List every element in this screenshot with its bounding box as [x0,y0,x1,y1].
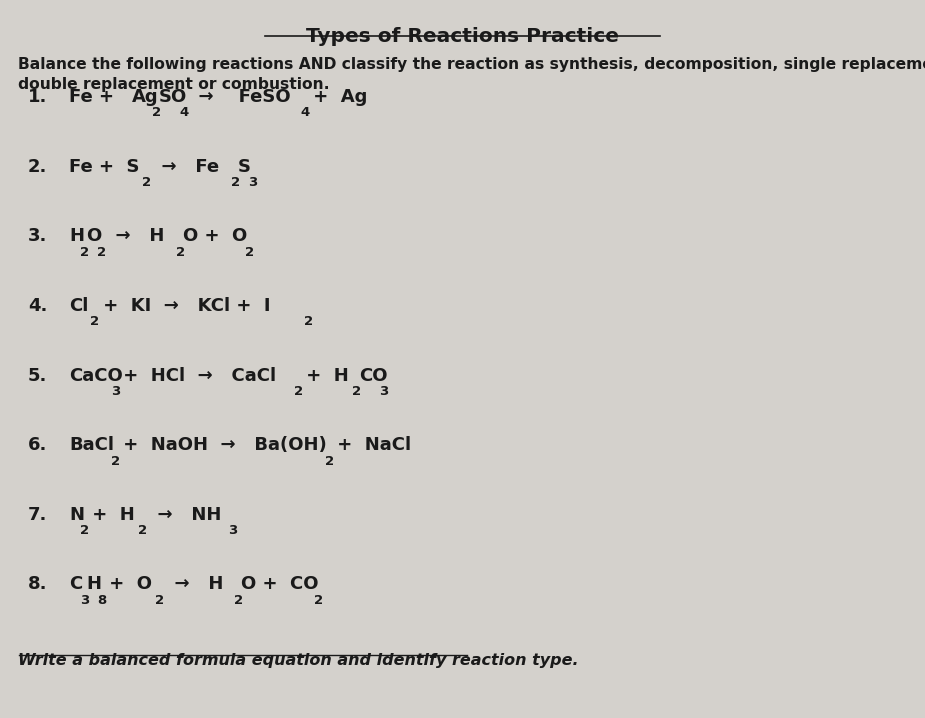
Text: 3: 3 [379,385,388,398]
Text: Cl: Cl [69,297,89,315]
Text: 2: 2 [325,454,334,467]
Text: 7.: 7. [28,506,47,524]
Text: 2: 2 [314,594,323,607]
Text: Types of Reactions Practice: Types of Reactions Practice [306,27,619,46]
Text: 2: 2 [234,594,243,607]
Text: 2.: 2. [28,158,47,176]
Text: 2: 2 [142,176,151,189]
Text: 2: 2 [245,246,253,258]
Text: 2: 2 [231,176,240,189]
Text: 2: 2 [155,594,165,607]
Text: 4: 4 [179,106,189,119]
Text: +  HCl  →   CaCl: + HCl → CaCl [117,367,277,385]
Text: Fe +: Fe + [69,88,127,106]
Text: BaCl: BaCl [69,437,115,454]
Text: +  H: + H [86,506,135,524]
Text: 4.: 4. [28,297,47,315]
Text: O +  O: O + O [182,228,247,246]
Text: O: O [86,228,102,246]
Text: 6.: 6. [28,437,47,454]
Text: →   H: → H [104,228,165,246]
Text: Write a balanced formula equation and identify reaction type.: Write a balanced formula equation and id… [18,653,579,668]
Text: 1.: 1. [28,88,47,106]
Text: 2: 2 [80,524,89,537]
Text: 3.: 3. [28,228,47,246]
Text: +  H: + H [301,367,349,385]
Text: 2: 2 [138,524,147,537]
Text: 2: 2 [293,385,302,398]
Text: Balance the following reactions AND classify the reaction as synthesis, decompos: Balance the following reactions AND clas… [18,57,925,73]
Text: +  KI  →   KCl +  I: + KI → KCl + I [97,297,270,315]
Text: 3: 3 [111,385,120,398]
Text: O +  CO: O + CO [241,576,318,594]
Text: +  O: + O [104,576,153,594]
Text: 3: 3 [80,594,89,607]
Text: CO: CO [359,367,388,385]
Text: →    FeSO: → FeSO [186,88,291,106]
Text: 2: 2 [176,246,185,258]
Text: 2: 2 [80,246,89,258]
Text: H: H [69,228,84,246]
Text: 2: 2 [90,315,99,328]
Text: →   NH: → NH [145,506,221,524]
Text: 2: 2 [97,246,105,258]
Text: 8: 8 [97,594,106,607]
Text: +  NaCl: + NaCl [331,437,412,454]
Text: 3: 3 [228,524,237,537]
Text: 3: 3 [249,176,258,189]
Text: double replacement or combustion.: double replacement or combustion. [18,77,330,92]
Text: 2: 2 [111,454,120,467]
Text: +  Ag: + Ag [307,88,367,106]
Text: →   Fe: → Fe [149,158,218,176]
Text: SO: SO [159,88,187,106]
Text: 2: 2 [153,106,161,119]
Text: 2: 2 [304,315,313,328]
Text: →   H: → H [162,576,223,594]
Text: Fe +  S: Fe + S [69,158,140,176]
Text: N: N [69,506,84,524]
Text: 8.: 8. [28,576,47,594]
Text: CaCO: CaCO [69,367,123,385]
Text: C: C [69,576,82,594]
Text: Ag: Ag [131,88,158,106]
Text: 4: 4 [301,106,310,119]
Text: 2: 2 [352,385,361,398]
Text: S: S [238,158,251,176]
Text: +  NaOH  →   Ba(OH): + NaOH → Ba(OH) [117,437,327,454]
Text: 5.: 5. [28,367,47,385]
Text: H: H [86,576,102,594]
